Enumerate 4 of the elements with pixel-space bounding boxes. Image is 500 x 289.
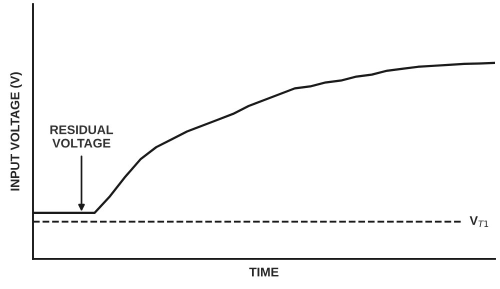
y-axis-title: INPUT VOLTAGE (V)	[10, 72, 22, 190]
x-axis-title: TIME	[249, 268, 278, 276]
ref-line-label: V$_{T1}$	[470, 216, 488, 227]
annotation: RESIDUAL VOLTAGE	[50, 125, 114, 148]
